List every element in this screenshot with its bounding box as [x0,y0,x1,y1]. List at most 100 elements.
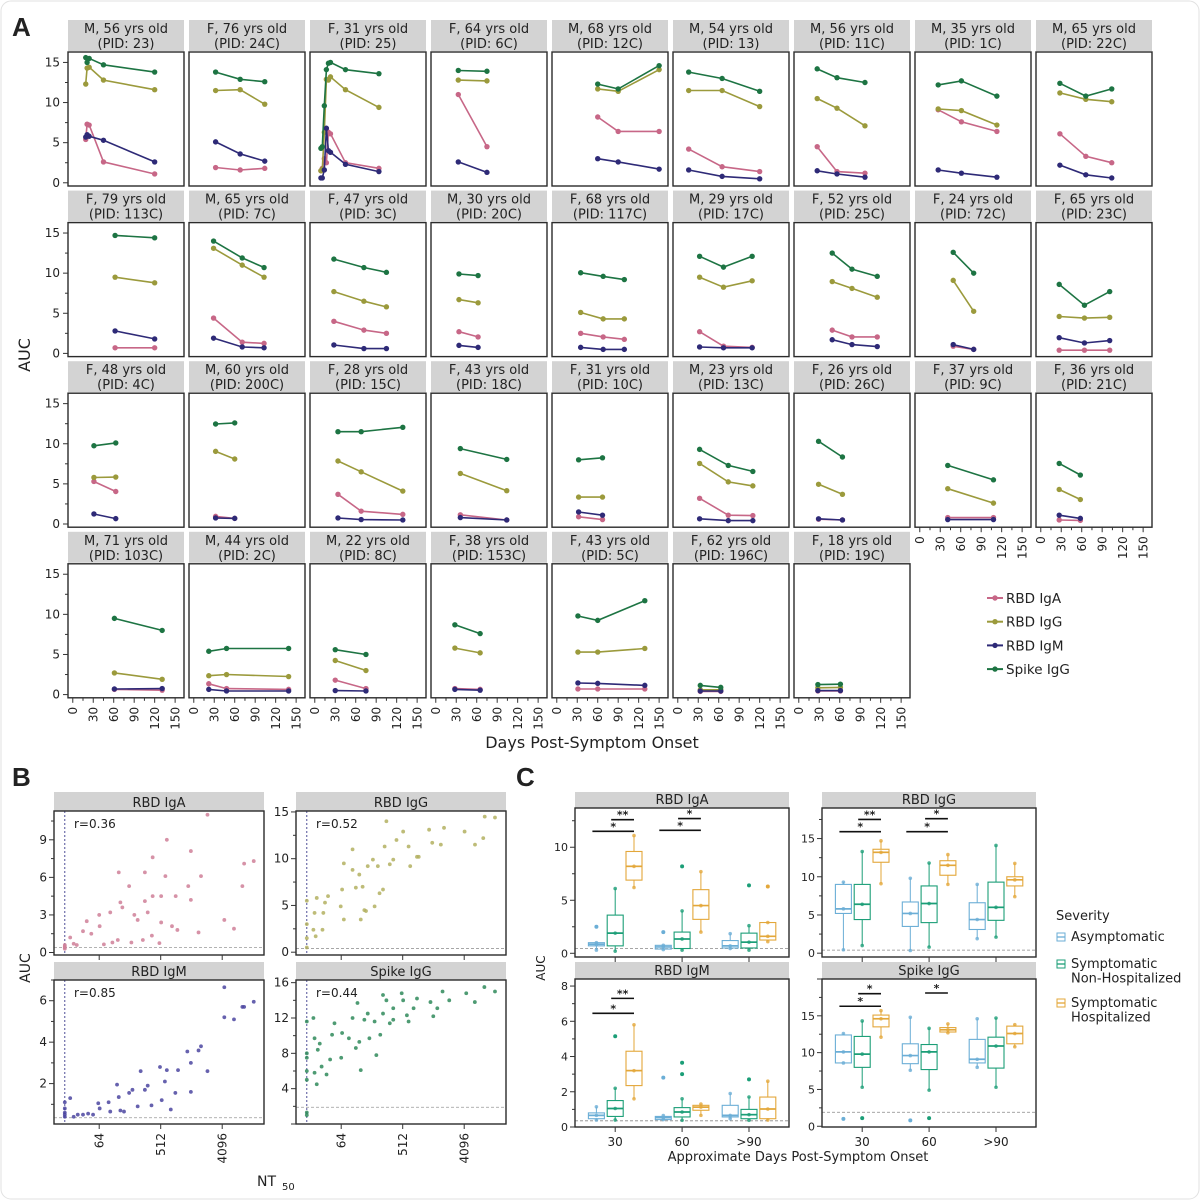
data-point-iga [262,165,268,172]
plot-frame [188,221,306,358]
facet-subtitle: (PID: 4C) [97,378,155,393]
facet-pid113c: F, 79 yrs old(PID: 113C) 0 5 10 15 [45,190,185,360]
scatter-facet-spike-igg: Spike IgG r=0.44 4 8 12 16 64 512 4096 [274,962,507,1164]
data-point-igm [970,346,977,353]
data-point [613,886,617,891]
scatter-point [357,1039,362,1044]
series-line-igm [460,516,507,521]
data-point-spike [829,250,835,256]
y-tick-label: 0 [561,1121,568,1134]
y-tick-label: 6 [39,870,47,884]
facet-header [822,792,1036,808]
plot-frame [309,221,427,358]
data-point [613,949,617,953]
scatter-point [401,998,406,1003]
plot-frame [67,563,185,699]
scatter-point [159,894,164,899]
scatter-point [71,941,76,946]
data-point [699,930,703,934]
data-point-igm [950,341,956,348]
scatter-point [75,1112,80,1117]
facet-title: Spike IgG [370,965,431,980]
data-point-igg [1077,496,1084,503]
box-iqr [968,1038,986,1064]
scatter-point [232,1017,236,1022]
data-point-spike [750,468,756,475]
data-point-spike [697,682,703,689]
data-point-igg [376,104,382,111]
data-point-igg [600,316,606,322]
series-line-iga [93,480,117,493]
x-tick-label: 120 [753,707,767,730]
box-iqr [939,860,957,876]
data-point-iga [331,318,337,324]
y-tick-label: 9 [39,833,47,847]
box-30-group-0 [834,880,852,952]
facet-header [431,190,547,222]
data-point-igg [1056,486,1062,493]
scatter-point [62,1110,67,1115]
data-point-igm [815,687,821,694]
facet-header [575,962,789,979]
data-point [908,911,913,916]
data-point-iga [206,681,212,687]
y-tick-label: 5 [561,894,568,907]
scatter-point [115,938,120,942]
facet-title: M, 54 yrs old [689,22,773,37]
data-point-igg [950,277,956,284]
significance-label: * [857,821,863,834]
facet-title: F, 79 yrs old [86,193,166,208]
plot-frame [914,51,1032,187]
plot-frame [672,221,790,358]
scatter-point [81,1112,85,1117]
data-point-iga [212,164,219,171]
data-point-igg [1056,313,1062,320]
x-tick-label: 60 [591,707,605,722]
facet-header [189,190,305,222]
scatter-point [438,842,443,847]
x-tick-label: 60 [833,707,847,722]
box-gt90-group-0 [968,1016,986,1070]
scatter-point [222,1015,227,1020]
box-60-group-2 [692,869,710,934]
data-point-iga [599,516,606,523]
facet-pid23c: F, 65 yrs old(PID: 23C) [1035,190,1153,358]
x-tick-label: 60 [349,707,363,722]
facet-header [552,20,668,51]
scatter-point [175,928,180,932]
box-30-group-1 [606,1086,624,1122]
data-point [1013,894,1017,899]
data-point-igg [477,650,483,656]
data-point [860,902,864,907]
series-line-igm [114,330,155,340]
outlier-point [680,1072,685,1077]
facet-title: RBD IgM [131,965,186,980]
data-point-igm [456,342,462,349]
x-tick-label: 60 [674,1135,689,1149]
box-iqr [853,1035,871,1068]
scatter-point [188,1089,193,1094]
scatter-point [473,842,477,847]
data-point-spike [834,74,840,81]
data-point-igm [945,516,951,523]
series-line-igm [458,161,488,174]
series-line-igg [818,483,843,496]
scatter-point [127,1091,132,1095]
data-point-spike [696,253,703,260]
scatter-point [304,898,309,903]
facet-header [552,190,668,222]
data-point-igm [697,688,703,694]
facet-header [296,962,506,980]
data-point [841,1050,846,1054]
facet-title: F, 52 yrs old [812,193,892,208]
data-point-spike [151,235,158,241]
scatter-point [168,1107,173,1112]
data-point-igm [696,516,703,522]
data-point-igm [237,151,243,157]
data-point-igg [111,670,118,676]
data-point [680,937,684,941]
data-point-spike [720,264,727,270]
facet-header [189,20,305,51]
